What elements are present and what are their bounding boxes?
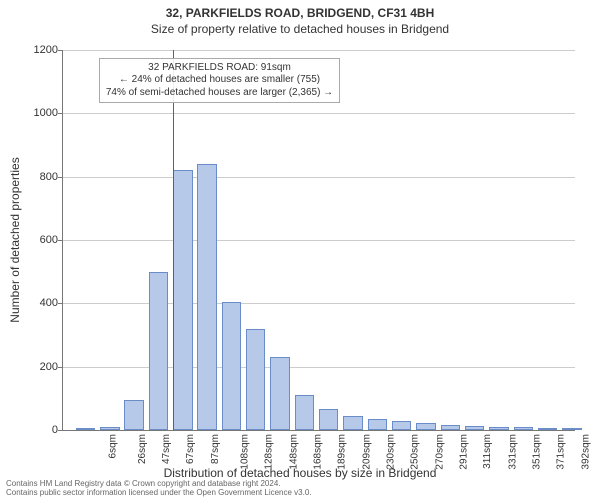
- bar: [514, 427, 533, 430]
- y-tick-label: 0: [22, 424, 58, 436]
- bar: [295, 395, 314, 430]
- x-tick-label: 230sqm: [386, 434, 397, 470]
- x-tick-label: 371sqm: [556, 434, 567, 470]
- bar: [100, 427, 119, 430]
- bar: [392, 421, 411, 431]
- bar: [319, 409, 338, 430]
- y-axis-label: Number of detached properties: [8, 157, 22, 322]
- bar: [465, 426, 484, 430]
- y-tick-mark: [58, 50, 62, 51]
- y-tick-mark: [58, 430, 62, 431]
- grid-line: [63, 303, 575, 304]
- y-tick-mark: [58, 303, 62, 304]
- x-tick-label: 270sqm: [434, 434, 445, 470]
- bar: [343, 416, 362, 430]
- footer-line2: Contains public sector information licen…: [6, 489, 312, 498]
- chart-area: 32 PARKFIELDS ROAD: 91sqm← 24% of detach…: [62, 50, 575, 431]
- x-tick-label: 87sqm: [210, 434, 221, 464]
- bar: [562, 428, 581, 430]
- grid-line: [63, 50, 575, 51]
- grid-line: [63, 113, 575, 114]
- y-tick-mark: [58, 113, 62, 114]
- x-tick-label: 250sqm: [410, 434, 421, 470]
- x-tick-label: 311sqm: [482, 434, 493, 469]
- x-tick-label: 209sqm: [361, 434, 372, 470]
- annotation-box: 32 PARKFIELDS ROAD: 91sqm← 24% of detach…: [99, 58, 340, 104]
- title-sub: Size of property relative to detached ho…: [0, 20, 600, 36]
- reference-line: [173, 50, 174, 430]
- bar: [222, 302, 241, 430]
- bar: [416, 423, 435, 430]
- annotation-line: 32 PARKFIELDS ROAD: 91sqm: [106, 62, 333, 75]
- x-tick-label: 67sqm: [186, 434, 197, 464]
- x-tick-label: 108sqm: [240, 434, 251, 470]
- y-tick-mark: [58, 240, 62, 241]
- y-tick-mark: [58, 367, 62, 368]
- x-tick-label: 351sqm: [532, 434, 543, 470]
- bar: [368, 419, 387, 430]
- bar: [124, 400, 143, 430]
- grid-line: [63, 240, 575, 241]
- x-tick-label: 331sqm: [507, 434, 518, 470]
- footer: Contains HM Land Registry data © Crown c…: [6, 480, 312, 498]
- bar: [270, 357, 289, 430]
- x-tick-label: 6sqm: [107, 434, 118, 458]
- x-tick-label: 168sqm: [313, 434, 324, 470]
- bar: [173, 170, 192, 430]
- x-tick-label: 26sqm: [137, 434, 148, 464]
- x-tick-label: 148sqm: [288, 434, 299, 470]
- bar: [489, 427, 508, 430]
- x-tick-label: 291sqm: [459, 434, 470, 470]
- bar: [441, 425, 460, 430]
- grid-line: [63, 177, 575, 178]
- x-tick-label: 392sqm: [580, 434, 591, 470]
- bar: [197, 164, 216, 430]
- annotation-line: 74% of semi-detached houses are larger (…: [106, 87, 333, 100]
- y-tick-mark: [58, 177, 62, 178]
- y-tick-label: 800: [22, 171, 58, 183]
- bar: [538, 428, 557, 430]
- chart-container: 32, PARKFIELDS ROAD, BRIDGEND, CF31 4BH …: [0, 0, 600, 500]
- annotation-line: ← 24% of detached houses are smaller (75…: [106, 74, 333, 87]
- x-tick-label: 128sqm: [264, 434, 275, 470]
- x-tick-label: 189sqm: [337, 434, 348, 470]
- y-tick-label: 600: [22, 234, 58, 246]
- y-tick-label: 1200: [22, 44, 58, 56]
- title-main: 32, PARKFIELDS ROAD, BRIDGEND, CF31 4BH: [0, 0, 600, 20]
- bar: [76, 428, 95, 430]
- bar: [149, 272, 168, 430]
- y-tick-label: 200: [22, 361, 58, 373]
- y-tick-label: 400: [22, 297, 58, 309]
- grid-line: [63, 367, 575, 368]
- x-tick-label: 47sqm: [161, 434, 172, 464]
- bar: [246, 329, 265, 430]
- y-tick-label: 1000: [22, 107, 58, 119]
